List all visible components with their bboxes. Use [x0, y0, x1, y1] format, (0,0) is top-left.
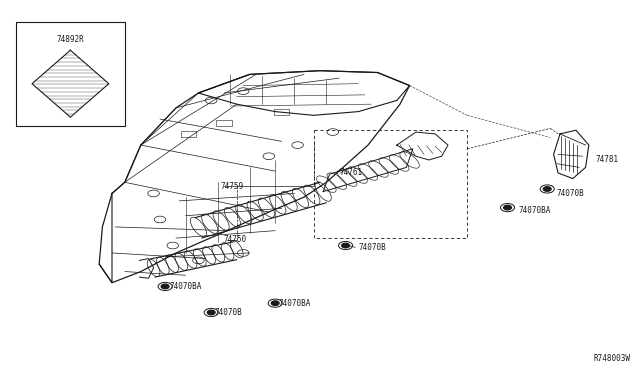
Text: 74781: 74781 [595, 155, 618, 164]
Circle shape [161, 284, 169, 289]
Bar [216, 120, 232, 126]
Bar [274, 109, 289, 115]
Text: 74750: 74750 [224, 235, 247, 244]
Text: 74761: 74761 [339, 169, 362, 177]
Circle shape [207, 310, 215, 315]
Text: 74070B: 74070B [557, 189, 584, 198]
Circle shape [543, 187, 551, 191]
Text: 74070BA: 74070BA [170, 282, 202, 291]
Bar [16, 22, 125, 126]
Circle shape [504, 205, 511, 210]
Text: 74070BA: 74070BA [518, 206, 551, 215]
Circle shape [271, 301, 279, 305]
Text: 74892R: 74892R [56, 35, 84, 44]
Circle shape [342, 243, 349, 248]
Text: 74070BA: 74070BA [278, 299, 311, 308]
Text: 74070B: 74070B [214, 308, 242, 317]
Text: 74759: 74759 [221, 182, 244, 190]
Text: R748003W: R748003W [593, 355, 630, 363]
Text: 74070B: 74070B [358, 243, 386, 252]
Bar [181, 131, 196, 137]
